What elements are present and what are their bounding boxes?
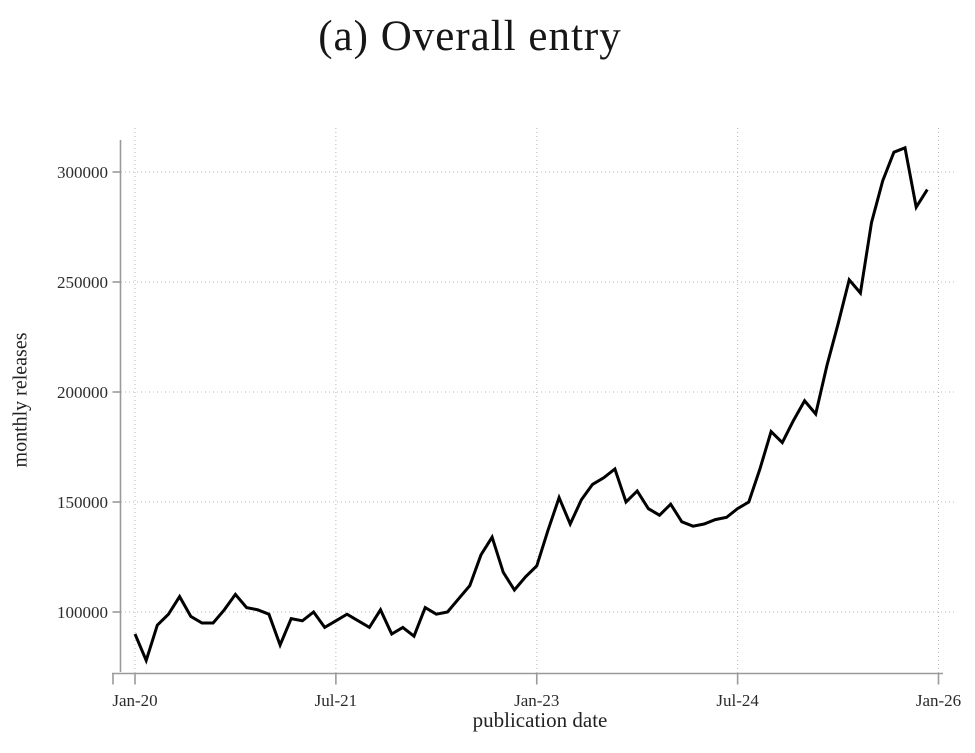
x-tick-label: Jul-21 (315, 691, 358, 710)
y-tick-label: 150000 (57, 493, 108, 512)
x-tick-labels: Jan-20 Jul-21 Jan-23 Jul-24 Jan-26 (112, 691, 961, 710)
x-axis-title: publication date (472, 708, 608, 732)
y-tick-label: 100000 (57, 603, 108, 622)
chart-title: (a) Overall entry (318, 13, 622, 60)
y-axis-title: monthly releases (9, 332, 32, 468)
y-tick-label: 200000 (57, 383, 108, 402)
x-tick-label: Jan-26 (916, 691, 961, 710)
x-tick-label: Jan-23 (514, 691, 559, 710)
y-tick-label: 250000 (57, 273, 108, 292)
axes (112, 140, 943, 675)
x-tick-label: Jan-20 (112, 691, 157, 710)
axis-ticks (112, 171, 940, 685)
x-tick-label: Jul-24 (716, 691, 759, 710)
y-tick-labels: 100000 150000 200000 250000 300000 (57, 163, 108, 622)
series-line-monthly-releases (133, 145, 929, 665)
y-tick-label: 300000 (57, 163, 108, 182)
grid-lines (121, 128, 955, 673)
